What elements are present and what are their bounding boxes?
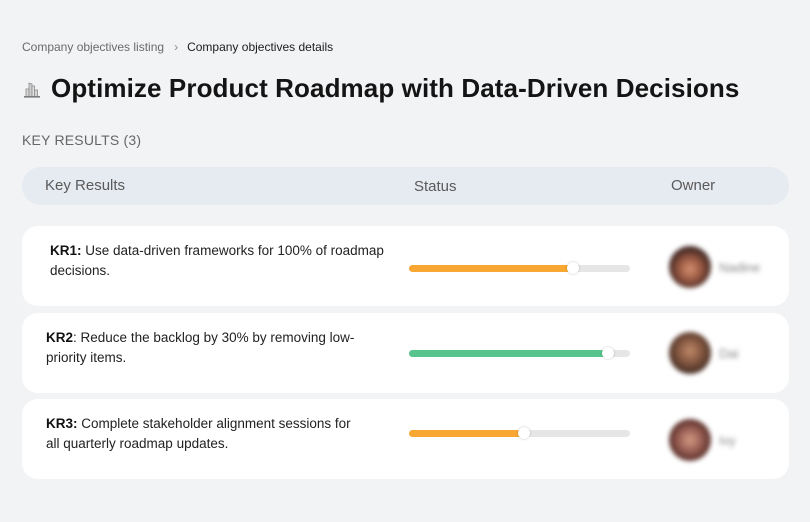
key-result-description: KR1: Use data-driven frameworks for 100%… <box>50 241 390 281</box>
key-result-text: Use data-driven frameworks for 100% of r… <box>50 243 384 278</box>
progress-thumb[interactable] <box>601 347 614 359</box>
chevron-right-icon: › <box>174 40 179 54</box>
key-result-id: KR3: <box>46 416 78 431</box>
progress-thumb[interactable] <box>517 427 530 439</box>
progress-bar <box>409 347 630 359</box>
key-result-row-kr1[interactable]: KR1: Use data-driven frameworks for 100%… <box>22 226 789 306</box>
column-header-owner: Owner <box>671 177 716 194</box>
avatar <box>669 332 711 374</box>
key-result-text: Reduce the backlog by 30% by removing lo… <box>46 330 355 365</box>
column-header-status: Status <box>414 178 457 195</box>
avatar <box>669 246 711 288</box>
key-result-text: Complete stakeholder alignment sessions … <box>46 416 351 451</box>
progress-thumb[interactable] <box>566 262 579 274</box>
key-result-id: KR2 <box>46 330 74 345</box>
progress-fill <box>409 350 608 357</box>
breadcrumb-link-objectives-listing[interactable]: Company objectives listing <box>22 40 165 54</box>
key-result-id-suffix: : <box>73 330 77 345</box>
owner[interactable]: Nadine <box>669 246 760 288</box>
key-result-row-kr2[interactable]: KR2: Reduce the backlog by 30% by removi… <box>22 313 789 393</box>
key-result-id: KR1: <box>50 243 82 258</box>
progress-fill <box>409 430 524 437</box>
key-result-description: KR2: Reduce the backlog by 30% by removi… <box>46 328 386 368</box>
owner-name: Nadine <box>719 259 761 275</box>
progress-bar <box>409 427 630 439</box>
breadcrumb: Company objectives listing › Company obj… <box>22 40 333 54</box>
page-title: Optimize Product Roadmap with Data-Drive… <box>51 73 740 103</box>
owner-name: Ivy <box>719 432 736 448</box>
owner-name: Dai <box>719 345 739 361</box>
key-result-description: KR3: Complete stakeholder alignment sess… <box>46 414 366 454</box>
column-header-key-results: Key Results <box>45 177 126 194</box>
owner[interactable]: Dai <box>669 332 739 374</box>
key-results-count-label: KEY RESULTS (3) <box>22 132 142 148</box>
key-result-row-kr3[interactable]: KR3: Complete stakeholder alignment sess… <box>22 399 789 479</box>
progress-fill <box>409 265 573 272</box>
owner[interactable]: Ivy <box>669 419 736 461</box>
table-header: Key Results Status Owner <box>22 167 789 205</box>
progress-bar <box>409 262 630 274</box>
cityscape-icon <box>22 80 42 100</box>
avatar <box>669 419 711 461</box>
breadcrumb-current-page: Company objectives details <box>187 40 334 54</box>
objective-header: Optimize Product Roadmap with Data-Drive… <box>22 73 739 104</box>
